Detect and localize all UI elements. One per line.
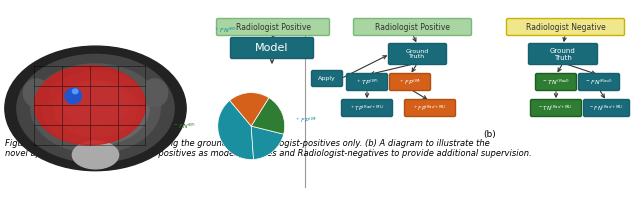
FancyBboxPatch shape <box>390 73 431 90</box>
Text: Ground
Truth: Ground Truth <box>406 49 429 59</box>
FancyBboxPatch shape <box>346 73 387 90</box>
Ellipse shape <box>31 64 160 153</box>
Ellipse shape <box>63 82 128 125</box>
Ellipse shape <box>35 66 145 145</box>
Text: $^+TP^{(Rad+ML)}$: $^+TP^{(Rad+ML)}$ <box>350 103 384 113</box>
Ellipse shape <box>23 79 49 107</box>
FancyBboxPatch shape <box>579 73 620 90</box>
Wedge shape <box>218 100 253 160</box>
Wedge shape <box>251 98 285 134</box>
FancyBboxPatch shape <box>312 71 342 86</box>
FancyBboxPatch shape <box>506 19 625 35</box>
Text: Apply: Apply <box>318 76 336 81</box>
Ellipse shape <box>72 141 118 169</box>
Ellipse shape <box>17 54 174 162</box>
Ellipse shape <box>141 79 168 107</box>
Text: $^+FP^{(Rad+ML)}$: $^+FP^{(Rad+ML)}$ <box>413 103 447 113</box>
Text: Ground
Truth: Ground Truth <box>550 47 576 60</box>
Text: $^-TN^{(Rad+ML)}$: $^-TN^{(Rad+ML)}$ <box>538 103 573 113</box>
Wedge shape <box>251 126 284 159</box>
Ellipse shape <box>72 89 78 94</box>
FancyBboxPatch shape <box>342 99 392 116</box>
Text: $^+FN^{(M)}$: $^+FN^{(M)}$ <box>214 25 237 35</box>
Text: $^+FP^{(M)}$: $^+FP^{(M)}$ <box>296 116 317 125</box>
Text: (b): (b) <box>484 130 497 139</box>
FancyBboxPatch shape <box>536 73 577 90</box>
Text: Model: Model <box>255 43 289 53</box>
Text: novel approach of using Radiologist-positives as model positives and Radiologist: novel approach of using Radiologist-posi… <box>5 149 532 158</box>
Ellipse shape <box>65 88 82 104</box>
Text: $^-FN^{(Rad+ML)}$: $^-FN^{(Rad+ML)}$ <box>589 103 624 113</box>
Text: $^+FP^{(M)}$: $^+FP^{(M)}$ <box>399 77 421 87</box>
Ellipse shape <box>5 46 186 171</box>
Text: $^+TP^{(M)}$: $^+TP^{(M)}$ <box>356 77 378 87</box>
FancyBboxPatch shape <box>529 44 598 64</box>
Text: $^-FN^{(M)}$: $^-FN^{(M)}$ <box>173 121 196 131</box>
FancyBboxPatch shape <box>388 44 447 64</box>
FancyBboxPatch shape <box>216 19 330 35</box>
FancyBboxPatch shape <box>531 99 582 116</box>
FancyBboxPatch shape <box>584 99 630 116</box>
Text: (a): (a) <box>89 130 101 139</box>
Text: $^-FN^{(Rad)}$: $^-FN^{(Rad)}$ <box>585 77 613 87</box>
FancyBboxPatch shape <box>404 99 456 116</box>
Text: Radiologist Positive: Radiologist Positive <box>236 22 310 32</box>
FancyBboxPatch shape <box>353 19 472 35</box>
Text: Radiologist Negative: Radiologist Negative <box>525 22 605 32</box>
Ellipse shape <box>42 72 149 145</box>
Text: Radiologist Positive: Radiologist Positive <box>375 22 450 32</box>
Text: $^-TN^{(Rad)}$: $^-TN^{(Rad)}$ <box>542 77 570 87</box>
Wedge shape <box>230 93 269 126</box>
FancyBboxPatch shape <box>230 37 314 59</box>
Ellipse shape <box>54 80 137 137</box>
Text: Figure 1: (a) An existing technique: using the ground truth Radiologist-positive: Figure 1: (a) An existing technique: usi… <box>5 139 490 148</box>
